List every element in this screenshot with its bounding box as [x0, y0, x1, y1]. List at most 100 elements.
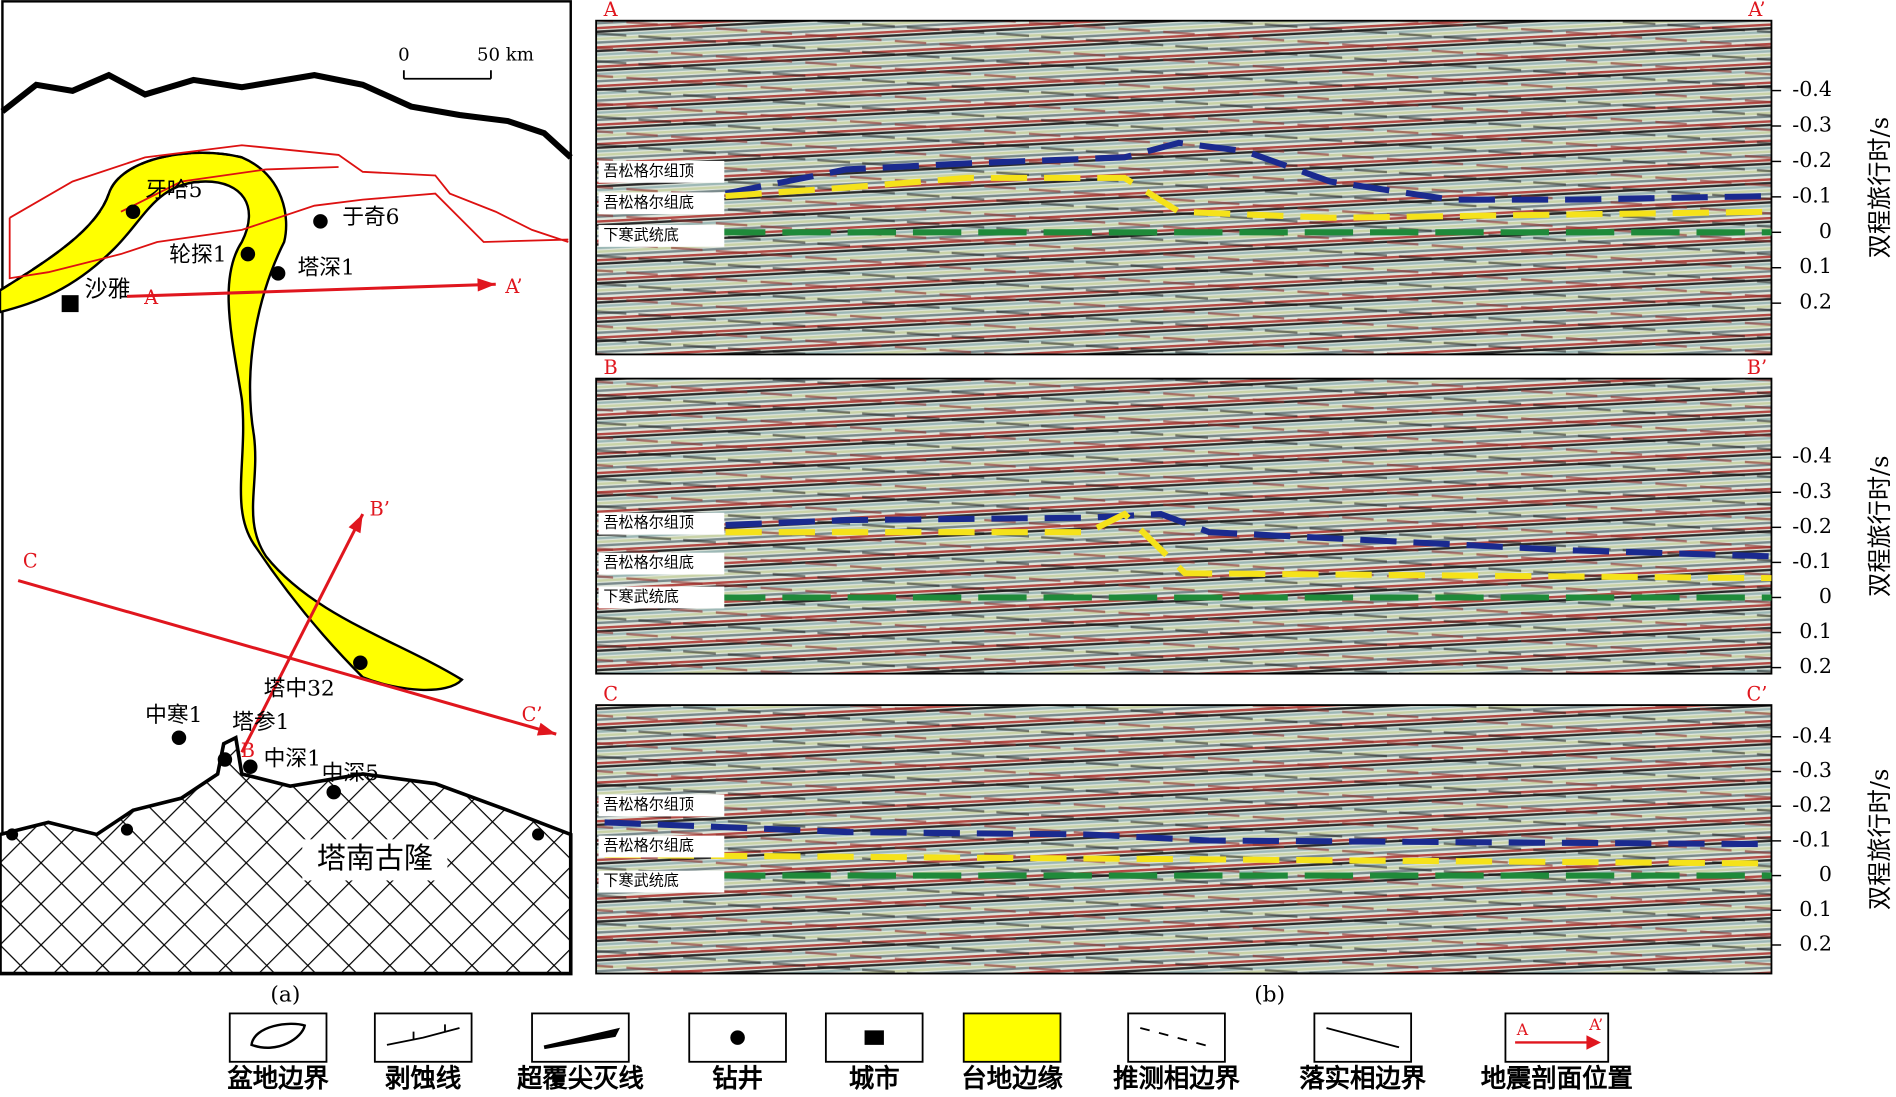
horizon-bottom	[725, 174, 1772, 221]
profile-line	[126, 282, 496, 298]
section-end-label: C’	[1746, 682, 1767, 705]
tick-label: -0.2	[1792, 148, 1832, 172]
well-marker	[125, 204, 141, 219]
profile-line	[17, 579, 557, 736]
well-label: 牙哈5	[145, 178, 202, 203]
horizon-label: 吾松格尔组顶	[603, 514, 694, 532]
horizon-label: 吾松格尔组顶	[603, 162, 694, 180]
tick-label: 0.2	[1799, 931, 1832, 955]
legend-icon-label: A’	[1588, 1015, 1603, 1034]
tick-label: 0	[1819, 219, 1832, 243]
horizon-label: 吾松格尔组底	[603, 554, 694, 572]
tick-label: 0.1	[1799, 254, 1832, 278]
seismic-image	[596, 20, 1772, 355]
legend-label: 盆地边界	[227, 1063, 329, 1093]
profile-end-label: B	[241, 739, 255, 762]
section-end-label: A’	[1747, 0, 1765, 21]
horizon-label-bg	[598, 835, 725, 858]
legend-item: 推测相边界	[1113, 1012, 1241, 1093]
horizon-bottom	[604, 852, 1772, 867]
well-label: 塔参1	[232, 710, 289, 735]
well-marker	[313, 214, 328, 229]
horizon-top	[724, 139, 1772, 203]
well-marker	[217, 752, 233, 767]
legend-item: 台地边缘	[961, 1012, 1063, 1093]
profile-end-label: A’	[504, 275, 522, 298]
legend-label: 城市	[849, 1063, 900, 1093]
legend-icon	[1326, 1027, 1400, 1049]
profile-arrow	[536, 722, 557, 736]
horizon-label-bg	[598, 794, 725, 817]
uplift-area	[0, 735, 573, 976]
erosion-line	[8, 144, 569, 280]
legend-label: 地震剖面位置	[1481, 1063, 1633, 1093]
horizon-label-bg	[598, 870, 725, 893]
tick-label: 0.2	[1799, 654, 1832, 678]
uplift-label-bg	[302, 839, 448, 881]
well-marker	[270, 266, 286, 281]
legend-label: 推测相边界	[1113, 1063, 1240, 1093]
platform-margin	[0, 151, 464, 692]
section-start-label: A	[603, 0, 619, 21]
horizon-label: 吾松格尔组顶	[603, 795, 694, 813]
boundary-node	[120, 823, 134, 836]
legend-label: 台地边缘	[961, 1063, 1063, 1093]
well-marker	[240, 246, 256, 262]
legend-icon	[386, 1024, 460, 1046]
boundary-node	[6, 828, 19, 841]
legend-icon	[730, 1030, 745, 1045]
legend-item: 城市	[824, 1012, 924, 1093]
section-frame	[595, 377, 1773, 675]
legend-item: 盆地边界	[227, 1012, 329, 1093]
well-marker	[326, 784, 341, 800]
tick-label: -0.1	[1792, 827, 1832, 851]
well-marker	[243, 759, 258, 775]
profile-arrow	[477, 278, 496, 292]
horizon-label: 吾松格尔组底	[603, 193, 694, 211]
tick-label: 0.1	[1799, 897, 1832, 921]
legend-item: 剥蚀线	[373, 1012, 473, 1093]
legend-box	[1127, 1012, 1226, 1063]
horizon-label-bg	[598, 586, 725, 609]
legend-icon	[250, 1022, 307, 1049]
tick-label: -0.2	[1792, 793, 1832, 817]
well-marker	[353, 655, 368, 671]
legend-icon	[1586, 1035, 1601, 1050]
boundary-node	[532, 828, 545, 841]
seismic-image	[596, 705, 1772, 974]
legend-icon	[543, 1027, 621, 1050]
city-marker	[61, 295, 79, 313]
scale-label: 50 km	[477, 45, 534, 66]
legend-icon-label: A	[1516, 1020, 1529, 1039]
well-label: 中深5	[322, 761, 379, 786]
horizon-label-bg	[598, 192, 725, 215]
legend-label: 落实相边界	[1299, 1063, 1426, 1093]
section-start-label: C	[603, 682, 618, 705]
axis-title: 双程旅行时/s	[1866, 455, 1894, 596]
section-end-label: B’	[1747, 356, 1767, 379]
legend-label: 剥蚀线	[385, 1063, 461, 1093]
axis-title: 双程旅行时/s	[1866, 117, 1894, 258]
caption: (b)	[1254, 982, 1285, 1007]
uplift-label: 塔南古隆	[317, 841, 433, 875]
section-frame	[595, 19, 1773, 356]
seismic-image	[596, 378, 1772, 674]
horizon-label: 下寒武统底	[603, 872, 679, 890]
legend-item: 落实相边界	[1299, 1012, 1427, 1093]
tick-label: -0.4	[1792, 723, 1832, 747]
well-label: 塔深1	[297, 256, 354, 281]
legend-label: 超覆尖灭线	[517, 1063, 644, 1093]
well-label: 于奇6	[342, 205, 399, 230]
horizon-label-bg	[598, 552, 725, 575]
tick-label: -0.3	[1792, 758, 1832, 782]
tick-label: -0.4	[1792, 77, 1832, 101]
profile-end-label: B’	[370, 497, 390, 520]
section-frame	[595, 704, 1773, 975]
legend-icon	[1140, 1027, 1214, 1049]
horizon-label: 下寒武统底	[603, 587, 679, 605]
tick-label: 0	[1819, 862, 1832, 886]
city-label: 沙雅	[85, 276, 131, 302]
